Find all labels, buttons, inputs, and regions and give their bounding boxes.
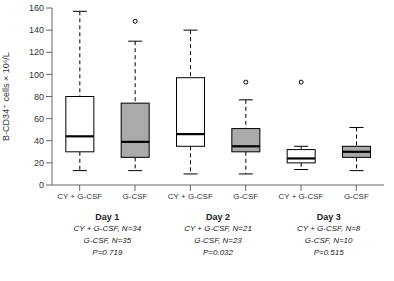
svg-text:160: 160 bbox=[29, 3, 44, 13]
html-text:CY + G-CSF, N=21: CY + G-CSF, N=21 bbox=[184, 224, 252, 233]
svg-text:G-CSF: G-CSF bbox=[233, 192, 258, 201]
html-text:Day 2: Day 2 bbox=[206, 212, 230, 222]
html-text:G-CSF, N=35: G-CSF, N=35 bbox=[83, 236, 132, 245]
html-text:CY + G-CSF, N=8: CY + G-CSF, N=8 bbox=[297, 224, 361, 233]
html-text:Day 1: Day 1 bbox=[95, 212, 120, 222]
svg-text:80: 80 bbox=[34, 92, 44, 102]
svg-text:CY + G-CSF: CY + G-CSF bbox=[168, 192, 213, 201]
html-text:P=0.719: P=0.719 bbox=[92, 248, 123, 257]
svg-text:B-CD34⁺ cells × 10⁶/L: B-CD34⁺ cells × 10⁶/L bbox=[8, 52, 11, 141]
svg-text:20: 20 bbox=[34, 158, 44, 168]
svg-text:120: 120 bbox=[29, 47, 44, 57]
html-text:G-CSF, N=23: G-CSF, N=23 bbox=[194, 236, 242, 245]
html-text:CY + G-CSF, N=34: CY + G-CSF, N=34 bbox=[73, 224, 142, 233]
svg-text:40: 40 bbox=[34, 136, 44, 146]
svg-text:60: 60 bbox=[34, 114, 44, 124]
svg-text:140: 140 bbox=[29, 25, 44, 35]
svg-text:CY + G-CSF: CY + G-CSF bbox=[57, 192, 102, 201]
svg-text:G-CSF: G-CSF bbox=[123, 192, 148, 201]
html-text:P=0.032: P=0.032 bbox=[203, 248, 233, 257]
html-text:G-CSF, N=10: G-CSF, N=10 bbox=[304, 236, 353, 245]
svg-text:0: 0 bbox=[39, 180, 44, 190]
html-text:P=0.515: P=0.515 bbox=[313, 248, 344, 257]
html-text:Day 3: Day 3 bbox=[316, 212, 341, 222]
svg-text:CY + G-CSF: CY + G-CSF bbox=[279, 192, 324, 201]
svg-text:100: 100 bbox=[29, 70, 44, 80]
svg-text:G-CSF: G-CSF bbox=[344, 192, 369, 201]
